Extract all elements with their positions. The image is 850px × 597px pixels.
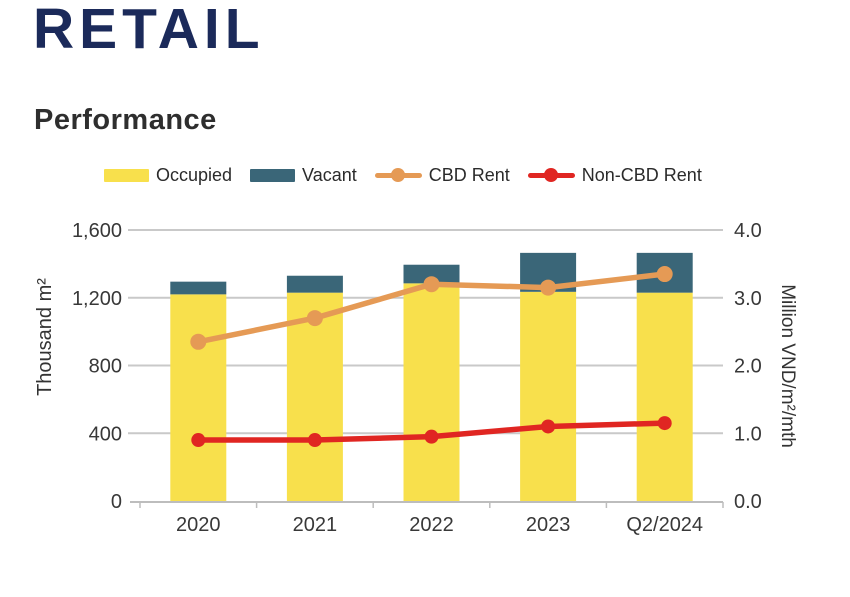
non-cbd-rent-point-q2-2024 xyxy=(657,416,672,431)
non-cbd-rent-point-2023 xyxy=(541,419,556,434)
occupied-swatch-icon xyxy=(104,168,149,182)
y-right-tick-label: 1.0 xyxy=(734,423,762,445)
bar-occupied-q2-2024 xyxy=(636,292,693,501)
non-cbd-rent-point-2021 xyxy=(307,433,322,448)
x-tick-label-2023: 2023 xyxy=(526,514,571,536)
y-left-tick-label: 400 xyxy=(89,423,122,445)
legend-item-occupied: Occupied xyxy=(104,166,232,184)
section-title: Performance xyxy=(34,104,217,136)
legend-item-vacant: Vacant xyxy=(250,166,357,184)
chart-legend: Occupied Vacant CBD Rent Non-CBD Rent xyxy=(104,166,702,184)
y-left-tick-label: 1,600 xyxy=(72,220,122,242)
bar-occupied-2023 xyxy=(520,291,577,501)
non-cbd-rent-point-2022 xyxy=(424,429,439,444)
y-right-tick-label: 2.0 xyxy=(734,356,762,378)
bar-vacant-2021 xyxy=(286,275,343,293)
legend-label-vacant: Vacant xyxy=(302,165,357,185)
cbd-rent-point-q2-2024 xyxy=(656,266,673,283)
y-left-tick-label: 1,200 xyxy=(72,288,122,310)
cbd-rent-line-swatch-icon xyxy=(374,168,422,183)
page-title: RETAIL xyxy=(33,0,265,61)
bar-occupied-2021 xyxy=(286,292,343,501)
legend-item-cbd-rent: CBD Rent xyxy=(374,165,510,185)
cbd-rent-point-2023 xyxy=(540,279,557,296)
cbd-rent-point-2020 xyxy=(190,333,207,350)
bar-vacant-2020 xyxy=(170,281,227,295)
y-axis-left-title: Thousand m² xyxy=(34,278,56,396)
x-tick-label-2020: 2020 xyxy=(176,514,221,536)
bar-occupied-2022 xyxy=(403,283,460,501)
x-tick-label-q2-2024: Q2/2024 xyxy=(626,514,703,536)
y-right-tick-label: 3.0 xyxy=(734,288,762,310)
y-right-tick-label: 4.0 xyxy=(734,220,762,242)
y-left-tick-label: 800 xyxy=(89,356,122,378)
legend-label-cbd-rent: CBD Rent xyxy=(428,165,510,185)
non-cbd-rent-point-2020 xyxy=(191,433,206,448)
vacant-swatch-icon xyxy=(250,168,296,182)
legend-item-non-cbd-rent: Non-CBD Rent xyxy=(527,165,702,185)
legend-label-occupied: Occupied xyxy=(156,165,233,185)
cbd-rent-point-2022 xyxy=(423,276,440,293)
bar-occupied-2020 xyxy=(170,294,227,501)
x-tick-label-2021: 2021 xyxy=(293,514,338,536)
y-left-tick-label: 0 xyxy=(111,491,122,513)
y-right-tick-label: 0.0 xyxy=(734,491,762,513)
non-cbd-rent-line-swatch-icon xyxy=(527,168,575,183)
legend-label-non-cbd-rent: Non-CBD Rent xyxy=(581,165,702,185)
cbd-rent-point-2021 xyxy=(306,310,323,327)
bar-vacant-2022 xyxy=(403,264,460,284)
y-axis-right-title: Million VND/m²/mth xyxy=(777,284,798,448)
x-tick-label-2022: 2022 xyxy=(409,514,454,536)
